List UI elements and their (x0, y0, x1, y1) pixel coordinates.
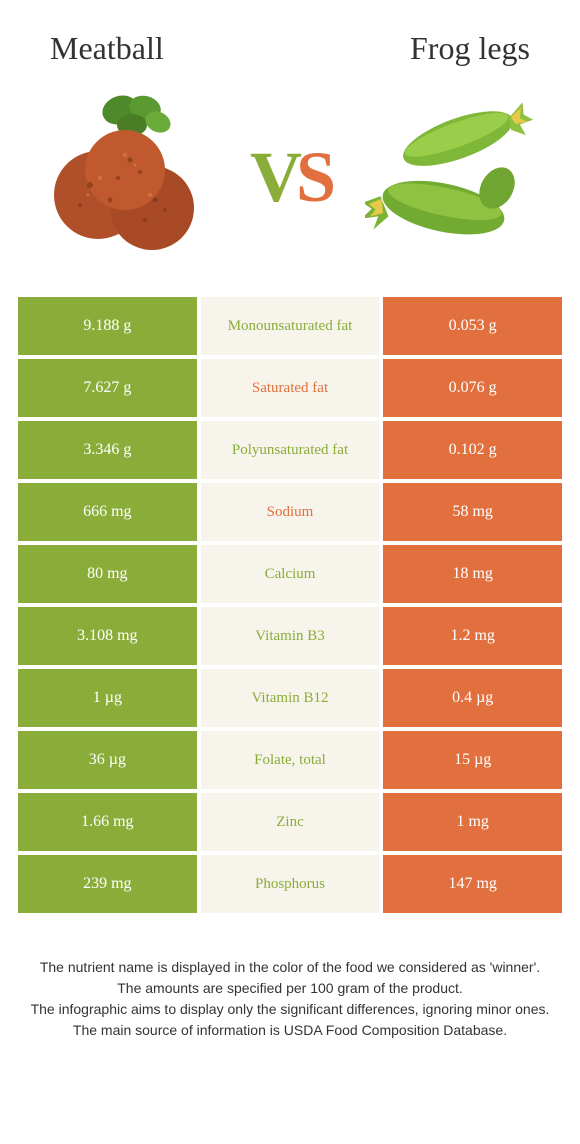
left-value: 80 mg (18, 545, 197, 603)
footnote-line: The infographic aims to display only the… (30, 999, 550, 1020)
nutrient-label: Monounsaturated fat (201, 297, 380, 355)
right-value: 0.102 g (383, 421, 562, 479)
right-value: 15 µg (383, 731, 562, 789)
nutrient-label: Phosphorus (201, 855, 380, 913)
hero-row: VS (0, 77, 580, 297)
left-value: 36 µg (18, 731, 197, 789)
nutrient-row: 239 mgPhosphorus147 mg (18, 855, 562, 913)
right-value: 1 mg (383, 793, 562, 851)
right-value: 58 mg (383, 483, 562, 541)
nutrient-row: 36 µgFolate, total15 µg (18, 731, 562, 789)
nutrient-label: Folate, total (201, 731, 380, 789)
left-value: 1 µg (18, 669, 197, 727)
left-food-title: Meatball (50, 30, 290, 67)
right-value: 0.4 µg (383, 669, 562, 727)
right-food-title: Frog legs (290, 30, 530, 67)
nutrient-label: Saturated fat (201, 359, 380, 417)
nutrient-row: 7.627 gSaturated fat0.076 g (18, 359, 562, 417)
right-value: 0.076 g (383, 359, 562, 417)
footnote-line: The amounts are specified per 100 gram o… (30, 978, 550, 999)
meatball-image (40, 90, 215, 265)
left-value: 239 mg (18, 855, 197, 913)
nutrient-label: Polyunsaturated fat (201, 421, 380, 479)
right-value: 18 mg (383, 545, 562, 603)
left-value: 1.66 mg (18, 793, 197, 851)
nutrient-row: 1.66 mgZinc1 mg (18, 793, 562, 851)
footnote-line: The nutrient name is displayed in the co… (30, 957, 550, 978)
left-value: 3.108 mg (18, 607, 197, 665)
nutrient-row: 80 mgCalcium18 mg (18, 545, 562, 603)
footnotes: The nutrient name is displayed in the co… (0, 917, 580, 1061)
frog-legs-image (365, 90, 540, 265)
right-value: 0.053 g (383, 297, 562, 355)
nutrient-label: Vitamin B12 (201, 669, 380, 727)
right-value: 147 mg (383, 855, 562, 913)
header: Meatball Frog legs (0, 0, 580, 77)
nutrient-label: Calcium (201, 545, 380, 603)
vs-s: S (296, 137, 330, 217)
nutrient-table: 9.188 gMonounsaturated fat0.053 g7.627 g… (0, 297, 580, 913)
left-value: 9.188 g (18, 297, 197, 355)
left-value: 7.627 g (18, 359, 197, 417)
footnote-line: The main source of information is USDA F… (30, 1020, 550, 1041)
right-value: 1.2 mg (383, 607, 562, 665)
nutrient-row: 3.108 mgVitamin B31.2 mg (18, 607, 562, 665)
vs-label: VS (250, 136, 330, 219)
nutrient-label: Vitamin B3 (201, 607, 380, 665)
nutrient-label: Zinc (201, 793, 380, 851)
left-value: 3.346 g (18, 421, 197, 479)
nutrient-row: 3.346 gPolyunsaturated fat0.102 g (18, 421, 562, 479)
nutrient-row: 666 mgSodium58 mg (18, 483, 562, 541)
left-value: 666 mg (18, 483, 197, 541)
nutrient-row: 9.188 gMonounsaturated fat0.053 g (18, 297, 562, 355)
nutrient-label: Sodium (201, 483, 380, 541)
nutrient-row: 1 µgVitamin B120.4 µg (18, 669, 562, 727)
vs-v: V (250, 137, 296, 217)
